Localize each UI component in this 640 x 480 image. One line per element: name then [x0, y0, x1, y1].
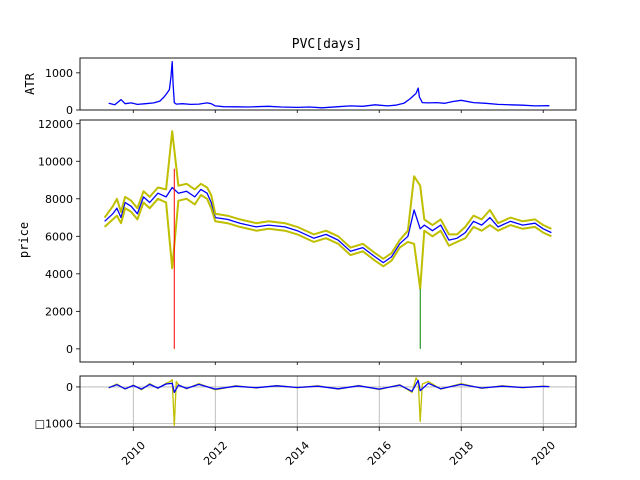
x-tick-label-5: 2020	[529, 439, 558, 468]
y-tick-label-4: 8000	[45, 193, 73, 206]
chart-title: PVC[days]	[292, 37, 362, 52]
atr-y-axis-label: ATR	[23, 72, 37, 94]
y-tick-label-5: 10000	[38, 155, 73, 168]
y-tick-label-1: □1000	[35, 417, 73, 430]
atr-panel: 0 1000	[45, 57, 577, 117]
y-tick-label-1: 2000	[45, 305, 73, 318]
x-tick-label-4: 2018	[447, 439, 476, 468]
x-tick-label-2: 2014	[283, 439, 312, 468]
y-tick-label-3: 6000	[45, 230, 73, 243]
y-tick-label-6: 12000	[38, 118, 73, 131]
series-line-1	[103, 130, 552, 260]
series-line-0	[104, 186, 552, 264]
series-line-0	[108, 377, 550, 426]
x-tick-label-3: 2016	[365, 439, 394, 468]
y-tick-label-0: 0	[66, 381, 73, 394]
price-panel: 0 2000 4000 6000 8000 10000 12000	[38, 118, 577, 365]
y-tick-label-1: 1000	[45, 67, 73, 80]
axes-frame	[79, 57, 577, 111]
x-tick-label-0: 2010	[119, 439, 148, 468]
y-tick-label-0: 0	[66, 104, 73, 117]
series-line-2	[103, 194, 552, 290]
y-tick-label-2: 4000	[45, 268, 73, 281]
y-tick-label-0: 0	[66, 343, 73, 356]
series-line-0	[108, 61, 550, 109]
price-y-axis-label: price	[17, 222, 31, 258]
series-line-1	[108, 379, 550, 394]
oscillator-panel: 0 □1000 2010 2012 2014 2016 2018 2020	[35, 375, 577, 468]
axes-frame	[79, 375, 577, 428]
x-tick-label-1: 2012	[201, 439, 230, 468]
axes-frame	[79, 119, 577, 363]
